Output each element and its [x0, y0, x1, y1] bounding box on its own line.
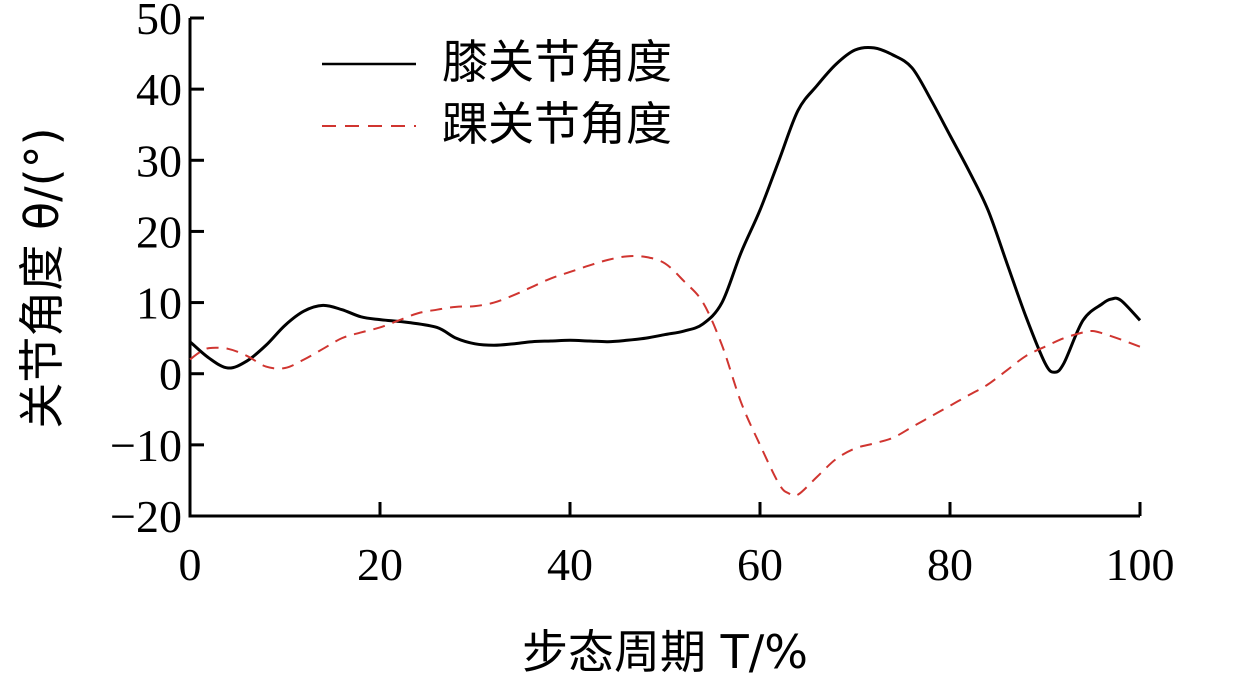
x-tick-label: 20 — [357, 539, 403, 590]
axes: −20 −10 0 10 20 30 40 50 0 20 40 60 80 100 — [110, 0, 1174, 590]
x-tick-label: 0 — [179, 539, 202, 590]
x-tick-label: 40 — [547, 539, 593, 590]
y-tick-label: 10 — [136, 278, 182, 329]
y-tick-label: −10 — [110, 420, 182, 471]
y-tick-label: 30 — [136, 135, 182, 186]
y-tick-label: 50 — [136, 0, 182, 44]
x-tick-label: 80 — [927, 539, 973, 590]
series-line-ankle — [189, 255, 1141, 497]
legend-label: 膝关节角度 — [442, 35, 672, 89]
y-tick-label: 40 — [136, 64, 182, 115]
x-tick-label: 100 — [1106, 539, 1175, 590]
y-tick-label: 0 — [159, 349, 182, 400]
y-axis-label: 关节角度 θ/(°) — [15, 127, 69, 428]
legend-label: 踝关节角度 — [442, 97, 672, 151]
y-tick-label: −20 — [110, 491, 182, 542]
x-axis-label: 步态周期 T/% — [522, 625, 808, 679]
x-tick-label: 60 — [737, 539, 783, 590]
series-layer — [189, 45, 1142, 497]
series-line-knee — [189, 45, 1142, 374]
y-tick-label: 20 — [136, 206, 182, 257]
